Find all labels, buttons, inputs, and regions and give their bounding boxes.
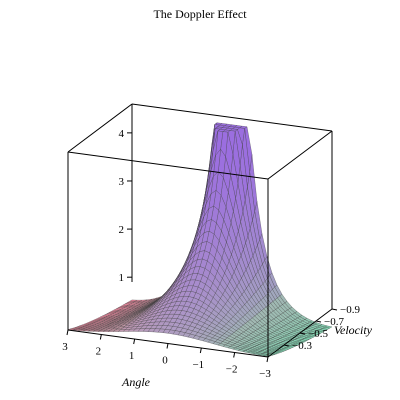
- x-tick-mark: [66, 329, 69, 336]
- axis-ticks: 3 2 1 0 −1 −2 −3 −0.9−0.7−0.5−0.3 1 2 3 4: [62, 128, 360, 380]
- x-tick-label: −3: [259, 368, 271, 380]
- y-tick-mark: [299, 332, 306, 335]
- z-tick-label: 4: [119, 128, 125, 140]
- x-tick-mark: [233, 352, 236, 358]
- y-tick-label: −0.7: [324, 316, 344, 328]
- y-axis-title: Velocity: [334, 323, 373, 337]
- x-tick-label: 2: [96, 346, 102, 358]
- y-tick-mark: [315, 320, 322, 323]
- x-axis-title: Angle: [121, 375, 151, 389]
- x-tick-mark: [199, 347, 202, 354]
- y-tick-mark: [283, 344, 290, 347]
- z-tick-label: 1: [119, 272, 125, 284]
- y-tick-mark: [331, 308, 338, 311]
- x-tick-mark: [99, 334, 102, 340]
- box-edge: [67, 151, 269, 180]
- x-tick-label: −2: [226, 364, 238, 376]
- x-tick-label: 3: [62, 341, 68, 353]
- z-tick-label: 3: [119, 176, 125, 188]
- box-edge: [67, 103, 133, 153]
- x-tick-mark: [133, 338, 136, 345]
- z-tick-label: 2: [119, 224, 125, 236]
- x-tick-label: −1: [192, 359, 204, 371]
- bounding-box-back: [67, 103, 333, 309]
- x-tick-label: 1: [129, 350, 135, 362]
- surface-patch: [67, 328, 76, 331]
- box-edge: [267, 130, 333, 180]
- chart-title: The Doppler Effect: [153, 7, 247, 21]
- x-tick-label: 0: [162, 355, 168, 367]
- y-tick-label: −0.3: [292, 340, 312, 352]
- x-tick-mark: [166, 343, 169, 349]
- x-tick-mark: [266, 356, 269, 363]
- y-tick-label: −0.5: [308, 328, 328, 340]
- box-edge: [131, 103, 333, 132]
- y-tick-label: −0.9: [340, 304, 360, 316]
